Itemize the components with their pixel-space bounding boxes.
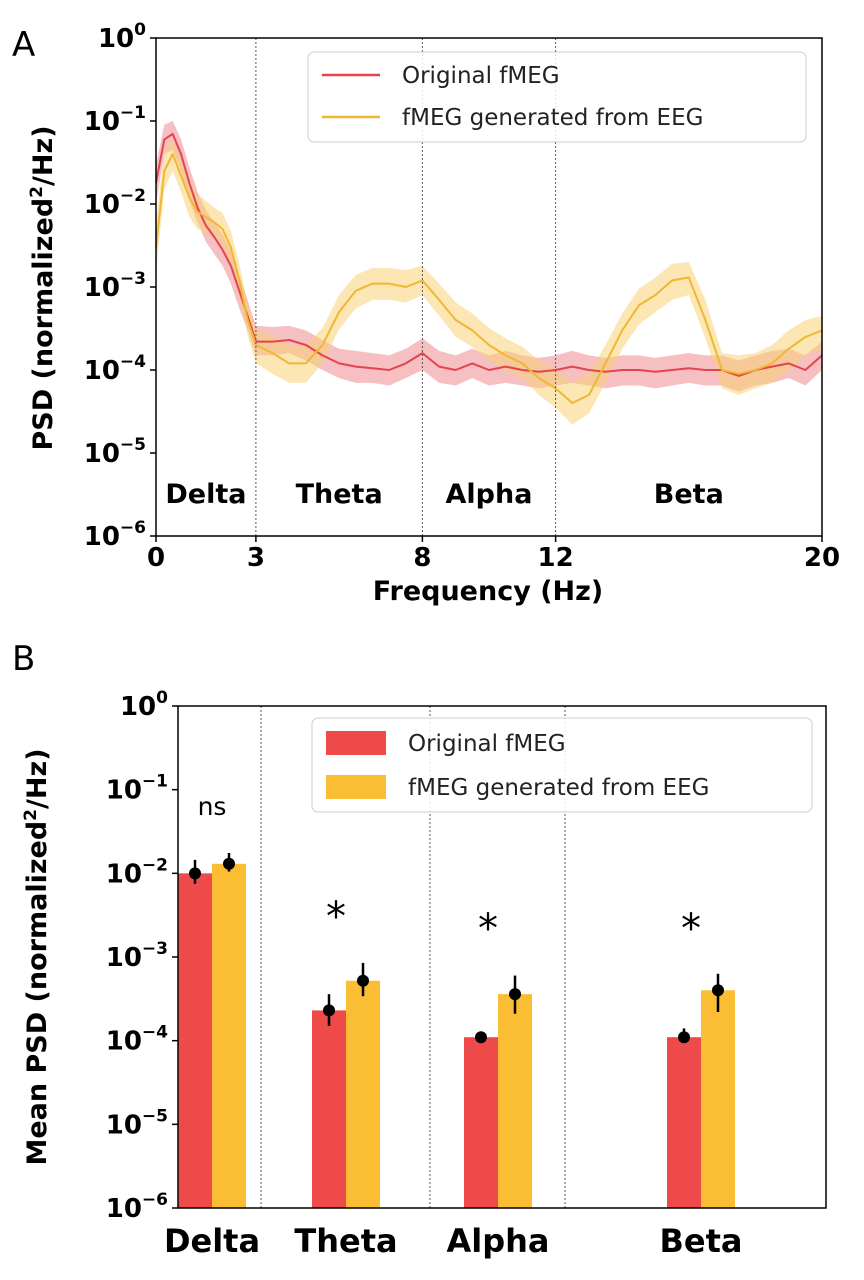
panel-a-x-tick-label: 8 — [413, 543, 431, 573]
panel-b-y-tick-label: 10−6 — [106, 1190, 168, 1224]
panel-a-y-tick-label: 10−3 — [84, 269, 146, 303]
bar-fmeg-generated-from-eeg-theta — [346, 980, 380, 1208]
panel-b-legend-label-generated: fMEG generated from EEG — [408, 775, 709, 801]
panel-b-y-tick-label: 10−1 — [106, 772, 168, 806]
panel-b-y-ticks: 100 10−1 10−2 10−3 10−4 10−5 10−6 — [106, 688, 178, 1224]
band-label-theta: Theta — [296, 479, 383, 510]
panel-b-y-tick-label: 10−5 — [106, 1106, 168, 1140]
bar-fmeg-generated-from-eeg-beta — [701, 990, 735, 1208]
panel-b-legend-swatch-original — [326, 731, 386, 755]
significance-annotation-theta: * — [326, 894, 346, 940]
panel-a-y-tick-label: 10−5 — [84, 435, 146, 469]
panel-b-y-tick-label: 10−2 — [106, 855, 168, 889]
mean-marker-fmeg-generated-from-eeg-delta — [223, 857, 235, 870]
panel-b-significance-annotations: ns * * * — [198, 792, 701, 952]
panel-b-y-tick-label: 100 — [120, 688, 168, 722]
mean-marker-fmeg-generated-from-eeg-beta — [712, 984, 724, 997]
mean-marker-original-fmeg-alpha — [475, 1031, 487, 1044]
series-line-fmeg-generated-from-eeg — [155, 153, 823, 404]
category-label-alpha: Alpha — [446, 1222, 549, 1260]
panel-a-y-tick-label: 10−2 — [84, 186, 146, 220]
category-label-delta: Delta — [164, 1222, 260, 1260]
panel-b-y-axis-label-tail: /Hz) — [22, 748, 53, 809]
panel-a-y-tick-label: 10−1 — [84, 103, 146, 137]
panel-b-y-axis-label: Mean PSD (normalized2/Hz) — [21, 748, 53, 1165]
panel-b-error-bars — [189, 852, 724, 1044]
bar-fmeg-generated-from-eeg-alpha — [498, 994, 532, 1208]
panel-b-category-labels: Delta Theta Alpha Beta — [164, 1222, 743, 1260]
panel-b-legend: Original fMEG fMEG generated from EEG — [311, 717, 813, 813]
band-label-delta: Delta — [165, 479, 246, 510]
panel-a-legend-label-generated: fMEG generated from EEG — [402, 105, 703, 131]
panel-a-x-tick-label: 0 — [147, 543, 165, 573]
panel-a-letter: A — [12, 25, 35, 65]
panel-a-series-lines — [155, 132, 823, 404]
mean-marker-original-fmeg-theta — [323, 1004, 335, 1017]
panel-a-y-tick-label: 100 — [98, 20, 146, 54]
mean-marker-original-fmeg-delta — [189, 867, 201, 880]
panel-a-band-labels: Delta Theta Alpha Beta — [165, 479, 723, 510]
bar-original-fmeg-delta — [178, 873, 212, 1208]
bar-original-fmeg-theta — [312, 1010, 346, 1208]
panel-a-y-tick-label: 10−4 — [84, 352, 146, 386]
panel-b-legend-swatch-generated — [326, 775, 386, 799]
panel-a-x-tick-label: 3 — [247, 543, 265, 573]
panel-a-chart: 100 10−1 10−2 10−3 10−4 10−5 10−6 0 3 8 12 20 Delt… — [27, 20, 840, 607]
bar-original-fmeg-beta — [667, 1037, 701, 1208]
panel-b-y-axis-label-sup: 2 — [21, 809, 41, 821]
panel-a-legend-label-original: Original fMEG — [402, 63, 560, 89]
panel-a-x-tick-label: 20 — [804, 543, 840, 573]
panel-a-y-axis-label-tail: /Hz) — [28, 125, 59, 186]
significance-annotation-beta: * — [681, 906, 701, 952]
category-label-beta: Beta — [660, 1222, 743, 1260]
panel-a-y-axis-label: PSD (normalized2/Hz) — [27, 125, 59, 450]
panel-a-legend-box — [307, 51, 807, 143]
panel-a-y-ticks: 100 10−1 10−2 10−3 10−4 10−5 10−6 — [84, 20, 156, 552]
series-line-original-fmeg — [155, 132, 823, 377]
panel-b-y-axis-label-main: Mean PSD (normalized — [22, 821, 53, 1166]
significance-annotation-alpha: * — [478, 906, 498, 952]
panel-b-chart: 100 10−1 10−2 10−3 10−4 10−5 10−6 Delta Theta Al… — [21, 688, 827, 1260]
bar-fmeg-generated-from-eeg-delta — [212, 863, 246, 1208]
bar-original-fmeg-alpha — [464, 1037, 498, 1208]
panel-a-legend: Original fMEG fMEG generated from EEG — [307, 51, 807, 143]
mean-marker-original-fmeg-beta — [678, 1031, 690, 1044]
panel-a-y-axis-label-sup: 2 — [27, 186, 47, 198]
panel-a-y-axis-label-main: PSD (normalized — [28, 198, 59, 451]
panel-a-y-tick-label: 10−6 — [84, 518, 146, 552]
panel-b-bars — [178, 863, 735, 1208]
category-label-theta: Theta — [294, 1222, 397, 1260]
panel-b-y-tick-label: 10−3 — [106, 939, 168, 973]
significance-annotation-delta: ns — [198, 792, 227, 821]
mean-marker-fmeg-generated-from-eeg-alpha — [509, 988, 521, 1001]
panel-a-band-boundaries — [255, 38, 557, 536]
panel-b-y-tick-label: 10−4 — [106, 1023, 168, 1057]
panel-b-legend-label-original: Original fMEG — [408, 731, 566, 757]
panel-b-letter: B — [12, 639, 35, 679]
mean-marker-fmeg-generated-from-eeg-theta — [357, 974, 369, 987]
band-label-alpha: Alpha — [446, 479, 533, 510]
band-label-beta: Beta — [654, 479, 724, 510]
panel-b-legend-box — [311, 717, 813, 813]
series-band-fmeg-generated-from-eeg — [156, 139, 822, 425]
panel-a-series-bands — [156, 121, 822, 425]
panel-a-x-tick-label: 12 — [538, 543, 574, 573]
panel-a-x-ticks: 0 3 8 12 20 — [147, 536, 840, 573]
panel-a-x-axis-label: Frequency (Hz) — [373, 576, 603, 607]
